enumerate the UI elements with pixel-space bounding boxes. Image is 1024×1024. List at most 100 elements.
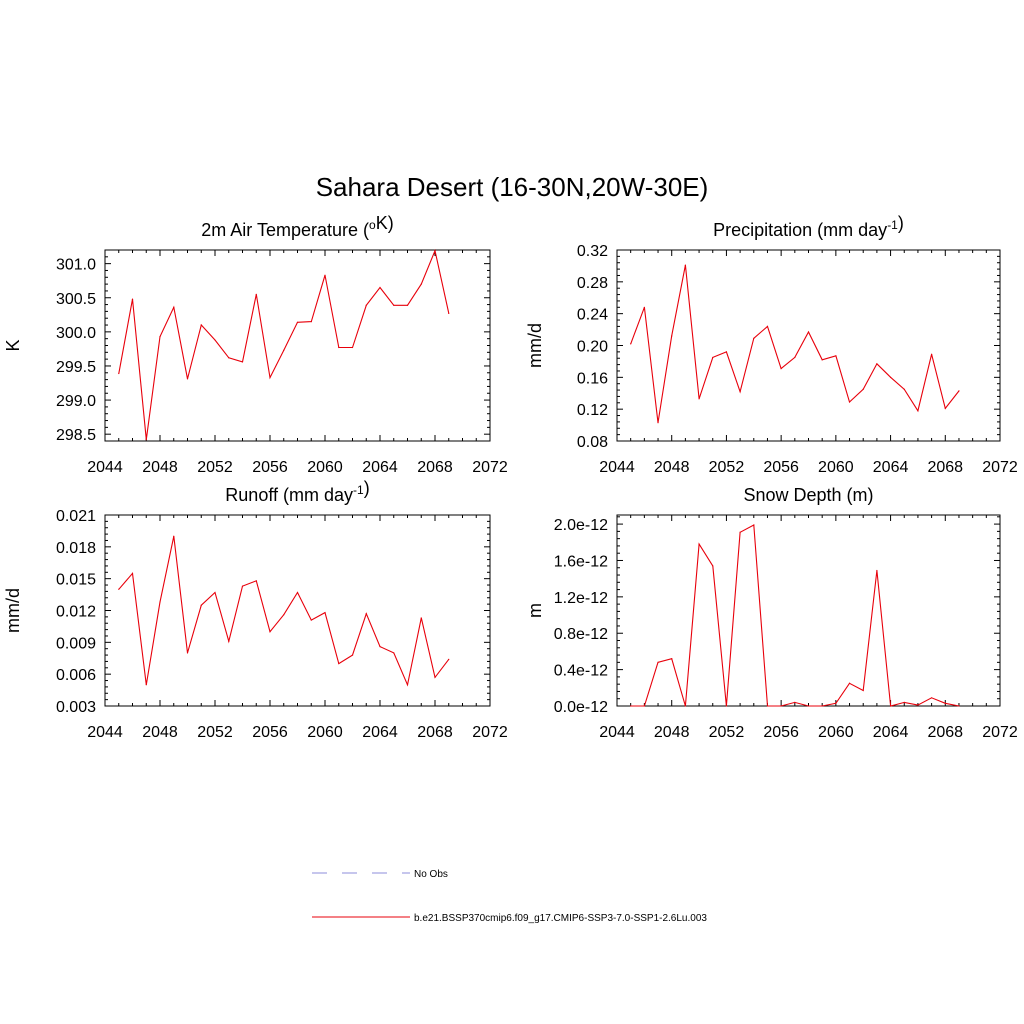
data-point — [725, 351, 728, 353]
x-tick-label: 2060 — [307, 724, 343, 741]
panel-4: 2044 2048 2052 2056 2060 2064 2068 2072 0.0e-12 0… — [525, 485, 1018, 741]
y-tick-label: 0.24 — [577, 307, 608, 324]
y-tick-label: 299.0 — [56, 393, 96, 410]
data-point — [725, 705, 728, 707]
data-point — [434, 250, 436, 252]
x-tick-label: 2064 — [873, 724, 909, 741]
data-point — [889, 376, 892, 378]
y-tick-label: 0.20 — [577, 339, 608, 356]
x-tick-label: 2060 — [818, 724, 854, 741]
data-point — [296, 591, 299, 594]
data-point — [876, 363, 878, 365]
data-point — [753, 337, 755, 339]
y-tick-label: 0.009 — [56, 635, 96, 652]
data-point — [848, 401, 851, 403]
y-tick-label: 0.006 — [56, 667, 96, 684]
x-tick-label: 2052 — [197, 724, 233, 741]
data-point — [324, 274, 326, 276]
data-point — [131, 298, 134, 300]
y-tick-label: 300.0 — [56, 325, 96, 342]
data-point — [698, 543, 700, 545]
data-point — [145, 684, 147, 686]
y-tick-label: 0.021 — [56, 508, 96, 525]
data-point — [698, 398, 700, 400]
data-point — [338, 346, 340, 349]
data-point — [848, 682, 851, 684]
data-point — [876, 569, 878, 572]
data-point — [214, 591, 216, 594]
x-tick-label: 2072 — [982, 459, 1018, 476]
data-point — [159, 336, 161, 338]
y-tick-label: 300.5 — [56, 291, 96, 308]
main-title: Sahara Desert (16-30N,20W-30E) — [316, 172, 709, 202]
data-point — [365, 613, 367, 615]
legend: No Obs b.e21.BSSP370cmip6.f09_g17.CMIP6-S… — [312, 869, 707, 924]
data-point — [186, 652, 189, 654]
y-axis-label: K — [3, 339, 23, 351]
data-point — [241, 361, 244, 363]
data-point — [766, 705, 769, 707]
series-line — [630, 524, 960, 707]
y-tick-label: 301.0 — [56, 257, 96, 274]
data-point — [958, 390, 960, 392]
series-line — [630, 264, 960, 423]
data-point — [255, 293, 257, 295]
series-line — [118, 536, 450, 687]
data-point — [159, 601, 161, 603]
data-point — [448, 658, 450, 660]
x-tick-label: 2044 — [599, 459, 635, 476]
data-point — [365, 304, 367, 306]
data-point — [393, 652, 395, 654]
data-point — [118, 588, 120, 590]
panel-title: 2m Air Temperature (oK) — [201, 213, 393, 240]
panel-2: 2044 2048 2052 2056 2060 2064 2068 2072 0.08 0.12… — [525, 213, 1018, 476]
x-tick-label: 2048 — [654, 459, 690, 476]
y-tick-label: 298.5 — [56, 427, 96, 444]
data-point — [712, 565, 714, 567]
x-tick-label: 2044 — [87, 724, 123, 741]
data-point — [145, 439, 147, 441]
data-point — [283, 349, 285, 351]
data-point — [931, 697, 933, 699]
data-point — [739, 391, 741, 393]
data-point — [684, 264, 686, 266]
y-tick-label: 0.012 — [56, 604, 96, 621]
x-tick-label: 2060 — [307, 459, 343, 476]
x-tick-label: 2068 — [417, 724, 453, 741]
data-point — [794, 356, 796, 359]
y-tick-label: 0.28 — [577, 275, 608, 292]
data-point — [269, 631, 271, 633]
data-point — [310, 321, 312, 323]
data-point — [821, 705, 823, 707]
data-point — [338, 662, 340, 665]
y-tick-label: 1.2e-12 — [554, 590, 608, 607]
plot-frame — [616, 249, 1001, 442]
x-tick-label: 2048 — [654, 724, 690, 741]
data-point — [241, 585, 244, 587]
panel-title: Runoff (mm day-1) — [225, 478, 369, 505]
data-point — [807, 705, 810, 707]
y-axis-label: mm/d — [3, 588, 23, 633]
panels: 2044 2048 2052 2056 2060 2064 2068 2072 298.5 299… — [3, 213, 1018, 741]
x-tick-label: 2056 — [763, 459, 799, 476]
data-point — [821, 359, 823, 361]
data-point — [862, 388, 864, 390]
data-point — [173, 535, 175, 537]
x-tick-label: 2052 — [709, 724, 745, 741]
x-tick-label: 2068 — [927, 724, 963, 741]
data-point — [393, 304, 395, 306]
data-point — [173, 306, 175, 308]
data-point — [269, 376, 271, 379]
legend-label: b.e21.BSSP370cmip6.f09_g17.CMIP6-SSP3-7.… — [414, 913, 707, 924]
data-point — [630, 705, 632, 707]
data-point — [903, 701, 905, 703]
y-tick-label: 0.0e-12 — [554, 699, 608, 716]
data-point — [630, 343, 632, 345]
data-point — [917, 704, 919, 706]
x-tick-label: 2072 — [472, 459, 508, 476]
y-tick-label: 0.32 — [577, 243, 608, 260]
data-point — [420, 617, 422, 619]
data-point — [283, 614, 285, 616]
y-axis-label: m — [525, 603, 545, 618]
data-point — [406, 684, 409, 686]
